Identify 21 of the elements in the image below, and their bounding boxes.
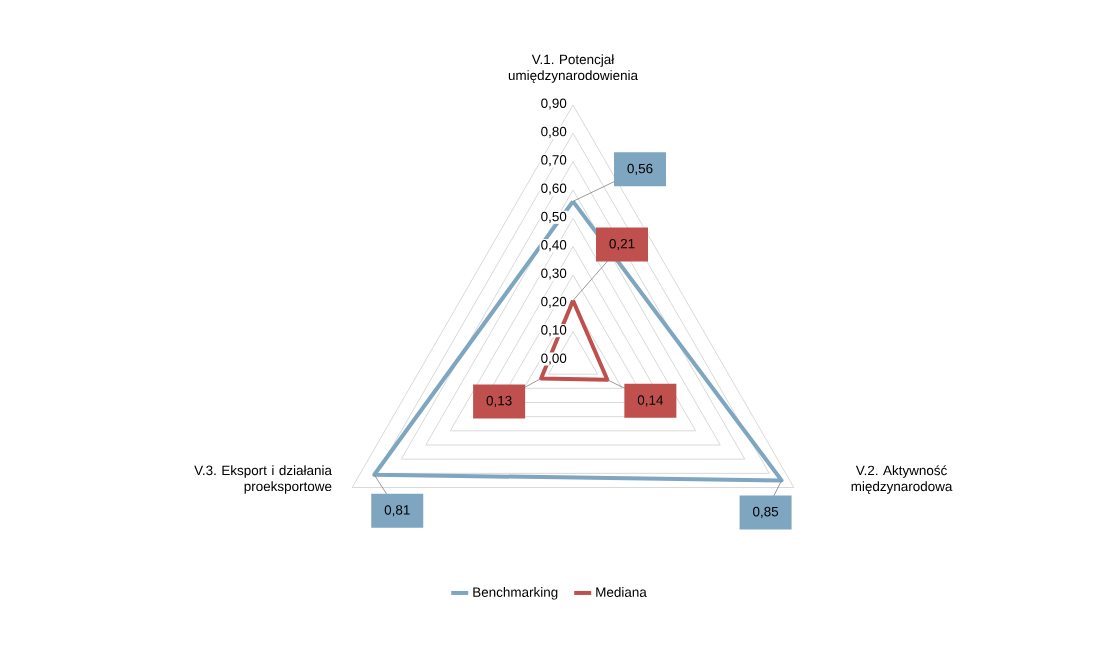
data-label: 0,14	[637, 395, 664, 407]
legend-label: Benchmarking	[473, 587, 558, 600]
data-label: 0,13	[486, 395, 512, 407]
y-tick-label: 0,70	[541, 155, 567, 167]
y-tick-label: 0,20	[541, 296, 567, 308]
data-label: 0,21	[609, 238, 635, 251]
spoke-label: V.3. Eksport i działania proeksportowe	[194, 465, 332, 494]
y-tick-label: 0,50	[541, 211, 567, 223]
y-tick-label: 0,40	[541, 240, 567, 252]
y-tick-label: 0,80	[541, 126, 567, 138]
y-tick-label: 0,10	[541, 325, 567, 337]
legend-label: Mediana	[596, 587, 647, 597]
y-tick-label: 0,60	[541, 183, 567, 195]
y-tick-label: 0,30	[541, 268, 567, 280]
y-tick-label: 0,90	[541, 98, 567, 110]
spoke-label: V.1. Potencjał umiędzynarodowienia	[508, 54, 639, 83]
data-label: 0,81	[384, 505, 410, 517]
data-label: 0,85	[753, 506, 779, 518]
y-tick-label: 0,00	[541, 353, 567, 365]
data-label: 0,56	[627, 163, 653, 175]
spoke-label: V.2. Aktywność międzynarodowa	[851, 465, 953, 494]
